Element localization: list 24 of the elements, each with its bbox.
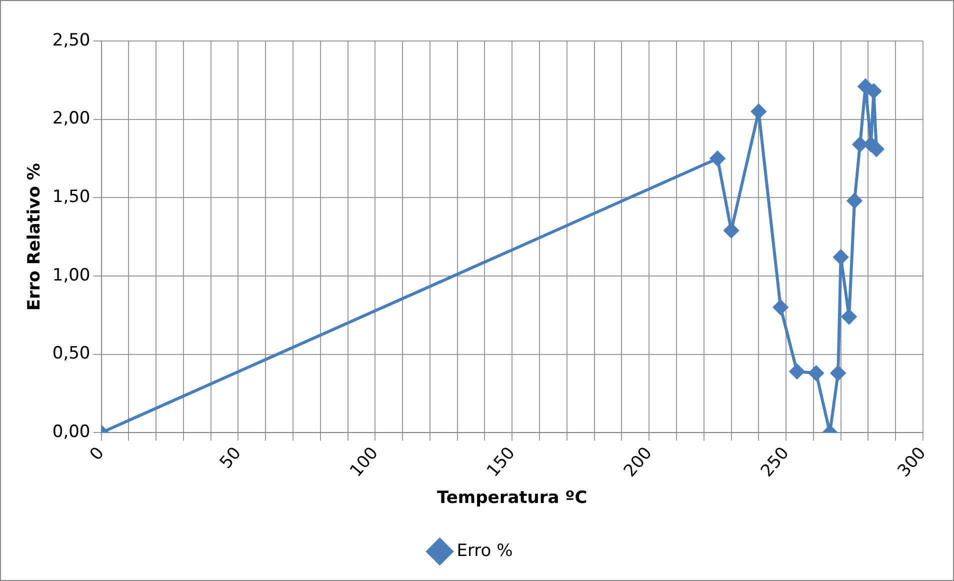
point [724, 223, 739, 238]
point [808, 366, 824, 381]
y-tick-label: 2,50 [52, 30, 90, 50]
y-tick-label: 2,00 [52, 108, 90, 129]
point [790, 364, 804, 380]
point [847, 193, 862, 208]
point [866, 84, 882, 99]
y-tick-label: 1,00 [52, 265, 90, 286]
point [842, 309, 857, 324]
x-tick-label: 0 [86, 443, 108, 465]
y-tick-label: 1,50 [52, 187, 90, 208]
x-axis-title: Temperatura ºC [437, 488, 588, 508]
point [751, 104, 766, 119]
point [830, 366, 846, 381]
point [833, 250, 848, 265]
point [773, 300, 788, 315]
y-tick-label: 0,50 [52, 344, 90, 364]
y-tick-label: 0,00 [52, 422, 90, 442]
point [858, 78, 873, 94]
y-axis-title: Erro Relativo % [24, 163, 45, 311]
legend-label: Erro % [456, 540, 513, 561]
x-tick-label: 50 [216, 443, 246, 473]
point [852, 136, 868, 152]
point [710, 150, 726, 166]
